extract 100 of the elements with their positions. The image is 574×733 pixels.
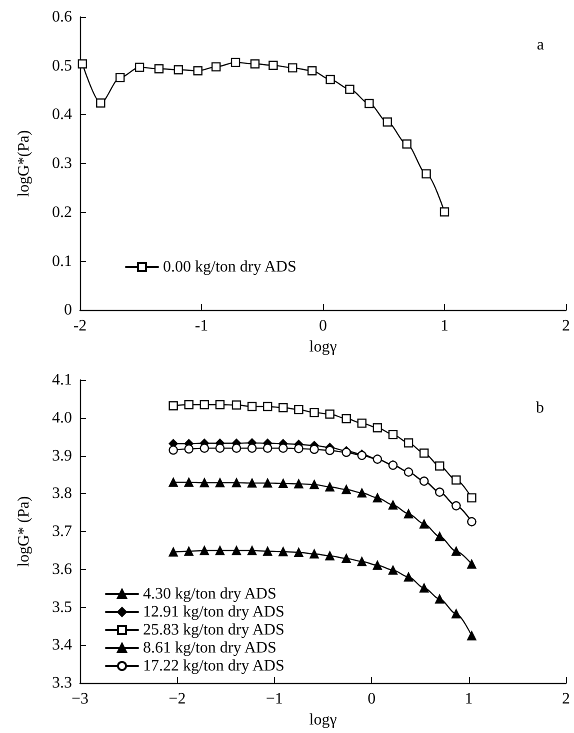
point: [215, 444, 225, 453]
point: [357, 418, 366, 428]
point: [467, 560, 476, 569]
x-tick-label: 2: [562, 318, 570, 335]
point: [211, 62, 221, 72]
point: [247, 444, 257, 453]
point: [357, 556, 366, 566]
point: [200, 444, 210, 453]
legend-label: 0.00 kg/ton dry ADS: [163, 258, 296, 276]
point: [168, 445, 178, 455]
y-tick-label: 4.0: [52, 409, 72, 426]
point: [325, 482, 334, 492]
legend-label: 17.22 kg/ton dry ADS: [143, 658, 284, 674]
x-tick-label: 0: [368, 690, 376, 708]
point: [174, 65, 184, 74]
point: [278, 547, 288, 556]
point: [294, 404, 304, 414]
point: [467, 493, 476, 502]
point: [342, 554, 351, 564]
x-tick-label: -1: [194, 318, 208, 335]
point: [168, 478, 178, 487]
annotation: b: [536, 400, 544, 416]
point: [184, 444, 194, 454]
point: [215, 400, 225, 410]
point: [325, 410, 334, 419]
legend-label: 4.30 kg/ton dry ADS: [143, 586, 276, 602]
point: [278, 444, 288, 453]
point: [357, 488, 366, 498]
point: [422, 169, 431, 178]
point: [247, 546, 257, 556]
y-tick-label: 0: [64, 302, 72, 319]
point: [230, 58, 240, 68]
point: [388, 430, 398, 440]
y-tick-label: 3.3: [52, 674, 72, 692]
y-tick-label: 0.5: [52, 57, 72, 74]
point: [452, 609, 461, 618]
x-tick-label: -2: [73, 318, 87, 335]
point: [263, 444, 272, 453]
point: [200, 400, 210, 410]
point: [452, 475, 461, 485]
point: [232, 546, 242, 556]
y-axis-title: logG* (Pa): [16, 496, 32, 567]
point: [419, 583, 429, 593]
x-tick-label: 1: [440, 318, 448, 335]
point: [419, 448, 429, 458]
y-tick-label: 4.1: [52, 372, 72, 388]
y-tick-label: 0.2: [52, 204, 72, 221]
point: [262, 402, 272, 412]
point: [134, 62, 144, 72]
point: [404, 572, 414, 582]
point: [342, 484, 351, 494]
point: [232, 444, 242, 453]
legend-label: 25.83 kg/ton dry ADS: [143, 622, 284, 638]
legend-label: 8.61 kg/ton dry ADS: [143, 640, 276, 656]
point: [294, 444, 304, 454]
point: [325, 446, 334, 456]
point: [247, 478, 257, 488]
point: [168, 401, 178, 410]
point: [262, 478, 272, 488]
y-tick-label: 3.6: [52, 560, 72, 578]
point: [307, 66, 317, 76]
point: [372, 423, 382, 432]
point: [342, 414, 351, 424]
point: [96, 98, 106, 108]
point: [382, 117, 392, 127]
y-tick-label: 3.5: [52, 598, 72, 616]
y-tick-label: 0.3: [52, 155, 72, 172]
point: [372, 493, 382, 502]
point: [278, 403, 288, 412]
point: [419, 519, 429, 529]
point: [452, 546, 461, 556]
point: [310, 549, 319, 559]
point: [402, 139, 412, 149]
point: [467, 631, 476, 640]
y-tick-label: 0.4: [52, 106, 72, 124]
x-tick-label: 0: [319, 318, 327, 335]
point: [325, 551, 334, 560]
point: [168, 547, 178, 557]
point: [215, 478, 225, 488]
point: [388, 566, 398, 575]
point: [310, 408, 319, 418]
point: [268, 60, 278, 70]
point: [184, 400, 194, 410]
point: [435, 594, 444, 604]
y-axis-title: logG*(Pa): [16, 130, 32, 197]
y-tick-label: 3.4: [52, 636, 72, 654]
point: [154, 64, 164, 74]
point: [435, 532, 444, 542]
point: [250, 59, 260, 68]
x-axis-title: logγ: [309, 338, 337, 356]
point: [184, 546, 194, 556]
point: [278, 478, 288, 488]
x-tick-label: 1: [464, 690, 473, 708]
annotation: a: [536, 36, 544, 54]
point: [262, 546, 272, 556]
y-tick-label: 0.6: [52, 8, 72, 26]
point: [435, 461, 444, 471]
point: [288, 63, 298, 72]
y-tick-label: 3.9: [52, 447, 72, 464]
point: [388, 500, 398, 510]
